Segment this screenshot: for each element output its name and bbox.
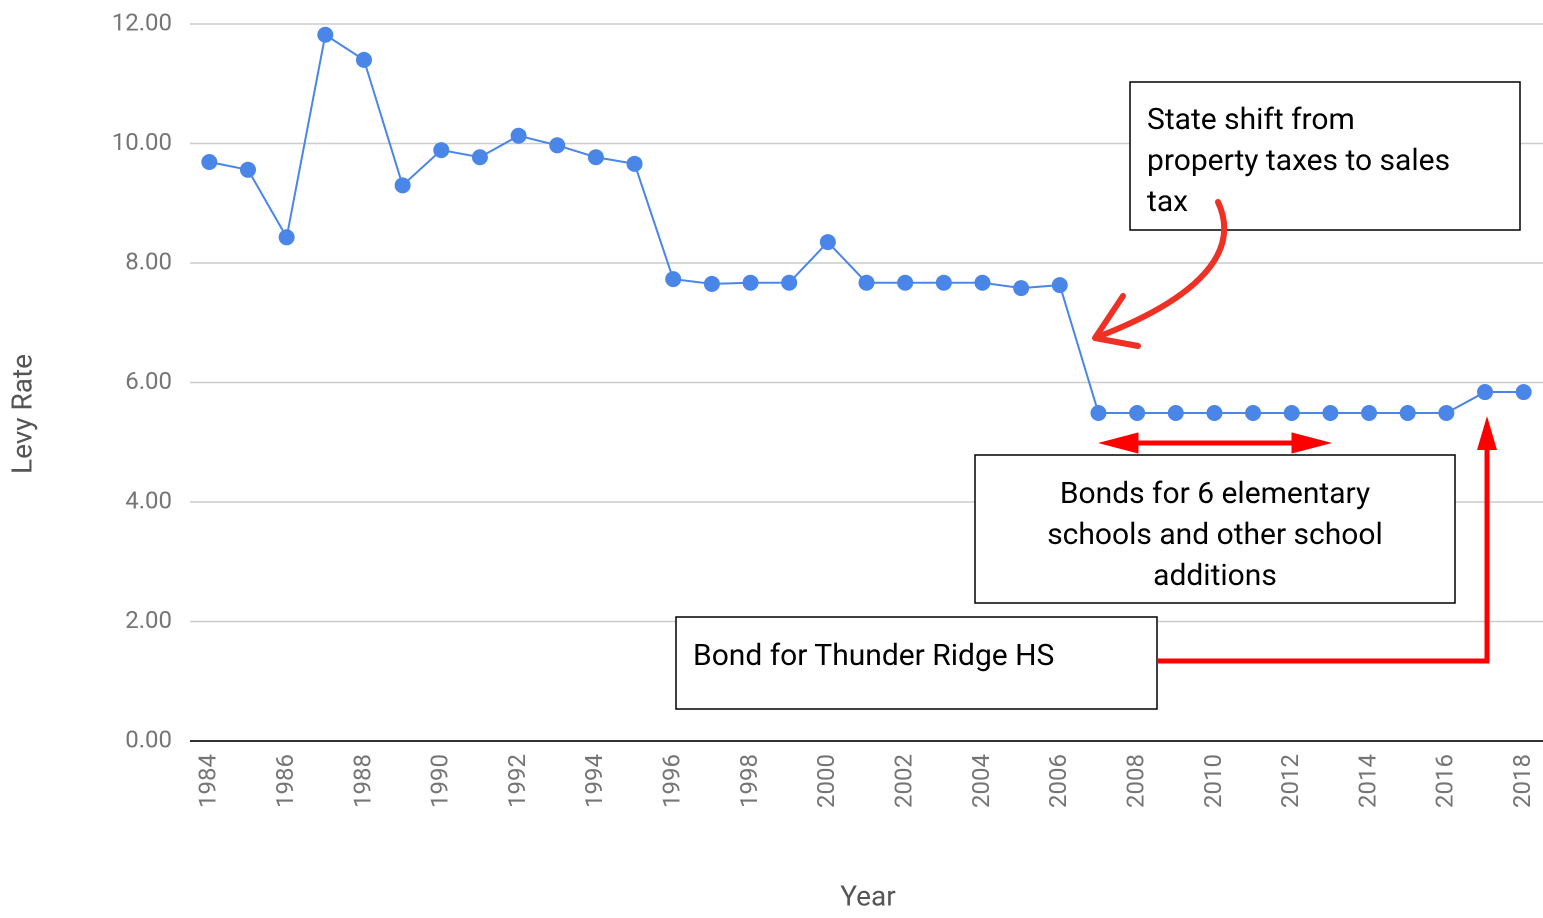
data-point xyxy=(1090,404,1107,421)
annotation-box xyxy=(675,616,1158,710)
x-tick-label: 2002 xyxy=(890,754,918,808)
data-point xyxy=(703,275,720,292)
data-point xyxy=(239,161,256,178)
data-point xyxy=(626,155,643,172)
x-tick-label: 1990 xyxy=(426,754,454,808)
data-point xyxy=(742,274,759,291)
data-point xyxy=(317,26,334,43)
annotation-text: property taxes to sales xyxy=(1147,143,1450,178)
data-point xyxy=(897,274,914,291)
data-point xyxy=(1245,404,1262,421)
data-point xyxy=(858,274,875,291)
double-arrow xyxy=(1098,432,1332,454)
data-point xyxy=(1206,404,1223,421)
x-tick-label: 2000 xyxy=(812,754,840,808)
x-axis-label: Year xyxy=(840,879,896,912)
data-point xyxy=(201,154,218,171)
y-tick-label: 12.00 xyxy=(112,8,172,36)
y-tick-label: 10.00 xyxy=(112,128,172,156)
y-tick-label: 6.00 xyxy=(125,367,172,395)
data-point xyxy=(781,274,798,291)
annotation-text: Bond for Thunder Ridge HS xyxy=(693,638,1054,673)
axes: 0.00 2.00 4.00 6.00 8.00 10.00 12.00 1984 1986 19… xyxy=(112,8,1543,808)
data-point xyxy=(587,149,604,166)
data-point xyxy=(549,137,566,154)
y-tick-label: 0.00 xyxy=(125,725,172,753)
data-point xyxy=(510,127,527,144)
data-point xyxy=(1361,404,1378,421)
x-tick-label: 2018 xyxy=(1508,754,1536,808)
x-tick-label: 2010 xyxy=(1199,754,1227,808)
annotation-text: schools and other school xyxy=(1047,517,1383,552)
annotation-text: Bonds for 6 elementary xyxy=(1060,476,1370,511)
data-point xyxy=(1167,404,1184,421)
data-point xyxy=(1477,384,1494,401)
data-point xyxy=(394,177,411,194)
data-point xyxy=(1013,280,1030,297)
data-point xyxy=(974,274,991,291)
x-tick-label: 2016 xyxy=(1431,754,1459,808)
x-tick-label: 2014 xyxy=(1353,754,1381,808)
x-tick-label: 1992 xyxy=(503,754,531,808)
x-tick-label: 2008 xyxy=(1121,754,1149,808)
data-point xyxy=(1399,404,1416,421)
data-point xyxy=(1515,384,1532,401)
annotation-text: additions xyxy=(1153,558,1277,593)
y-axis-label: Levy Rate xyxy=(5,354,38,474)
data-point xyxy=(935,274,952,291)
annotation-text: tax xyxy=(1147,184,1188,219)
x-tick-label: 1998 xyxy=(735,754,763,808)
x-tick-label: 1986 xyxy=(271,754,299,808)
x-tick-label: 1994 xyxy=(580,754,608,808)
data-point xyxy=(1438,404,1455,421)
data-point xyxy=(1322,404,1339,421)
elbow-arrow xyxy=(1157,416,1497,664)
x-tick-label: 1988 xyxy=(348,754,376,808)
data-point xyxy=(1051,277,1068,294)
y-tick-label: 2.00 xyxy=(125,606,172,634)
data-point xyxy=(819,234,836,251)
curved-arrow xyxy=(1092,199,1227,349)
annotation-box xyxy=(1129,81,1521,231)
data-point xyxy=(1283,404,1300,421)
data-point xyxy=(278,229,295,246)
x-tick-label: 1996 xyxy=(658,754,686,808)
annotation-text: State shift from xyxy=(1147,102,1355,137)
y-tick-label: 4.00 xyxy=(125,486,172,514)
x-tick-label: 2006 xyxy=(1044,754,1072,808)
data-point xyxy=(433,142,450,159)
annotation-box xyxy=(974,454,1456,604)
data-point xyxy=(665,271,682,288)
x-tick-label: 2004 xyxy=(967,754,995,808)
x-tick-label: 2012 xyxy=(1276,754,1304,808)
x-tick-label: 1984 xyxy=(194,754,222,808)
data-point xyxy=(355,51,372,68)
data-point xyxy=(471,149,488,166)
data-point xyxy=(1129,404,1146,421)
y-tick-label: 8.00 xyxy=(125,247,172,275)
